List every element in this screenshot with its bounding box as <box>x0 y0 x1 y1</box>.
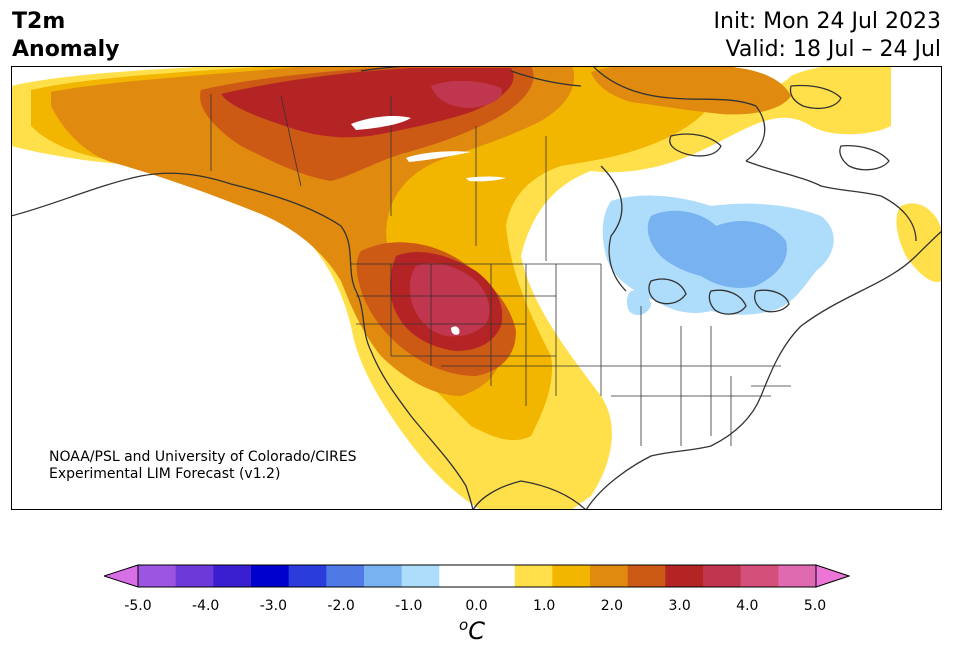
colorbar-cell <box>138 565 177 587</box>
colorbar-tick-label: 1.0 <box>533 598 556 614</box>
anomaly-map <box>11 66 942 510</box>
colorbar-unit: oC <box>459 616 485 645</box>
colorbar-cell <box>703 565 742 587</box>
colorbar-tick-label: -2.0 <box>327 598 355 614</box>
colorbar-tick-label: 3.0 <box>668 598 691 614</box>
coastlines <box>11 66 942 510</box>
anomaly-level-1-east <box>896 203 942 282</box>
anomaly-level-6-arctic <box>431 80 502 108</box>
colorbar-cell <box>288 565 327 587</box>
state-borders <box>210 94 791 446</box>
unit-letter: C <box>468 617 485 645</box>
colorbar-cell <box>326 565 365 587</box>
colorbar-tick-label: -4.0 <box>192 598 220 614</box>
colorbar-right-arrow <box>815 564 850 588</box>
colorbar-tick-label: -5.0 <box>124 598 152 614</box>
colorbar-tick-label: 0.0 <box>465 598 488 614</box>
colorbar-outline <box>137 564 817 588</box>
colorbar-cell <box>514 565 553 587</box>
colorbar-tick-label: -3.0 <box>259 598 288 614</box>
map-title: T2m Anomaly <box>12 8 119 64</box>
title-line-1: T2m <box>12 9 66 34</box>
colorbar-cell <box>401 565 440 587</box>
colorbar-cell <box>439 565 478 587</box>
warm-anomaly-fields <box>11 66 942 510</box>
colorbar-ticks: -5.0 -4.0 -3.0 -2.0 -1.0 0.0 1.0 2.0 3.0 4.0 5.0 <box>0 598 953 618</box>
colorbar-cell <box>364 565 403 587</box>
credit-line-2: Experimental LIM Forecast (v1.2) <box>49 466 281 482</box>
lakes <box>351 116 506 335</box>
valid-range: Valid: 18 Jul – 24 Jul <box>725 37 941 62</box>
colorbar-tick-label: 2.0 <box>600 598 624 614</box>
colorbar-cell <box>477 565 516 587</box>
colorbar-cell <box>627 565 666 587</box>
cool-level-2 <box>647 210 787 288</box>
cool-anomaly-fields <box>602 195 834 316</box>
colorbar-cell <box>552 565 591 587</box>
colorbar-cell <box>175 565 214 587</box>
colorbar-tick-label: 4.0 <box>736 598 759 614</box>
credit-line-1: NOAA/PSL and University of Colorado/CIRE… <box>49 449 357 465</box>
colorbar-cell <box>213 565 252 587</box>
colorbar-cell <box>665 565 704 587</box>
colorbar-cell <box>778 565 817 587</box>
colorbar <box>104 564 850 588</box>
colorbar-tick-label: 5.0 <box>803 598 827 614</box>
colorbar-left-arrow <box>104 564 139 588</box>
colorbar-cell <box>590 565 629 587</box>
init-date: Init: Mon 24 Jul 2023 <box>713 9 941 34</box>
data-credit: NOAA/PSL and University of Colorado/CIRE… <box>49 449 357 483</box>
unit-superscript: o <box>459 616 469 634</box>
cool-level-1-small <box>626 290 651 316</box>
title-line-2: Anomaly <box>12 37 120 62</box>
colorbar-cell <box>251 565 290 587</box>
colorbar-tick-label: -1.0 <box>395 598 423 614</box>
forecast-dates: Init: Mon 24 Jul 2023 Valid: 18 Jul – 24… <box>714 8 941 64</box>
colorbar-cell <box>740 565 779 587</box>
colorbar-cells <box>138 565 817 587</box>
anomaly-level-6 <box>409 263 490 337</box>
